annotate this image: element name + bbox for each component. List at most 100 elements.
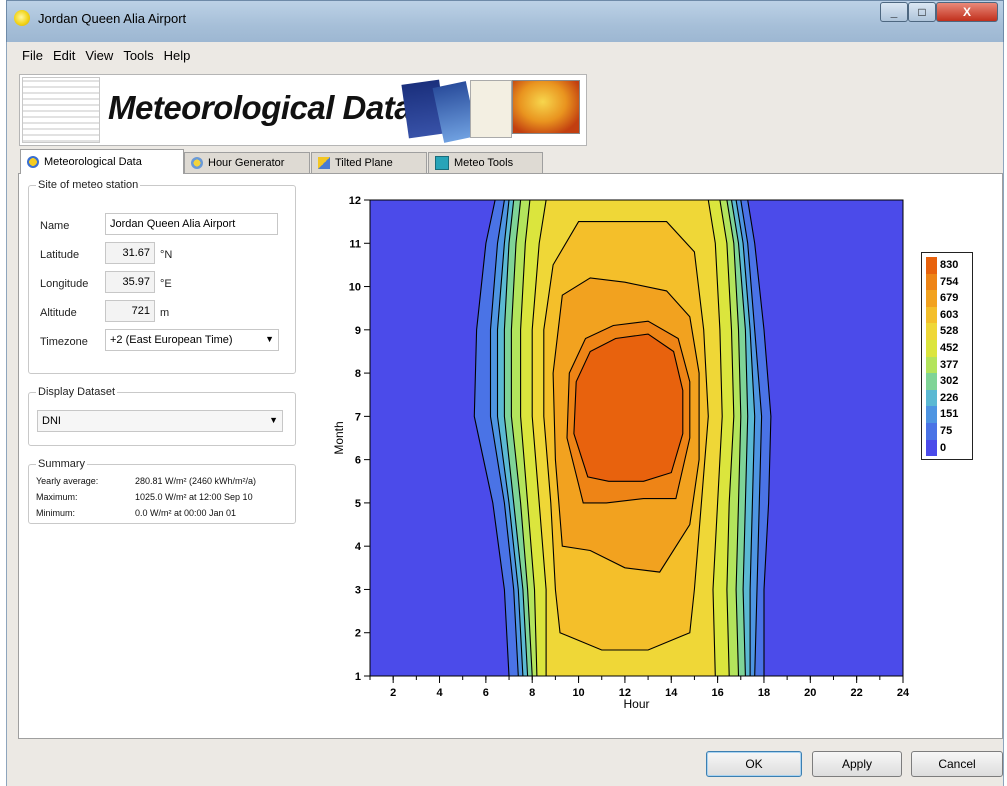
name-label: Name <box>40 220 70 232</box>
x-tick-label: 24 <box>897 687 910 699</box>
summary-label-minimum: Minimum: <box>36 508 76 518</box>
site-group-label: Site of meteo station <box>36 179 141 191</box>
legend-swatch <box>926 373 937 390</box>
legend-swatch <box>926 340 937 357</box>
menu-help[interactable]: Help <box>163 47 191 63</box>
legend-swatch <box>926 423 937 440</box>
minimize-button[interactable]: _ <box>880 2 908 22</box>
title-bar <box>6 0 1004 42</box>
tab-tilted-plane[interactable]: Tilted Plane <box>311 152 427 173</box>
y-tick-label: 2 <box>355 628 361 640</box>
legend-label: 528 <box>940 325 959 338</box>
y-tick-label: 9 <box>355 325 361 337</box>
x-tick-label: 18 <box>758 687 770 699</box>
menu-view[interactable]: View <box>85 47 114 63</box>
legend-label: 302 <box>940 375 959 388</box>
app-sun-icon <box>14 10 30 26</box>
y-tick-label: 11 <box>349 238 361 250</box>
legend-label: 603 <box>940 308 959 321</box>
legend-swatch <box>926 406 937 423</box>
x-tick-label: 2 <box>390 687 396 699</box>
x-tick-label: 20 <box>804 687 816 699</box>
tab-hour-generator[interactable]: Hour Generator <box>184 152 310 173</box>
banner-photo-chart <box>470 80 512 138</box>
legend-label: 0 <box>940 441 947 454</box>
summary-value-maximum: 1025.0 W/m² at 12:00 Sep 10 <box>135 492 253 502</box>
timezone-label: Timezone <box>40 336 88 348</box>
altitude-unit: m <box>160 307 170 319</box>
contour-chart: 2 4 6 8 10 12 14 16 18 20 22 24123456789101112HourM… <box>332 195 910 711</box>
x-tick-label: 16 <box>711 687 723 699</box>
y-tick-label: 3 <box>355 584 361 596</box>
apply-button[interactable]: Apply <box>812 751 902 777</box>
summary-group-label: Summary <box>36 458 88 470</box>
tab-meteorological-data[interactable]: Meteorological Data <box>20 149 184 174</box>
clock-sun-icon <box>191 157 203 169</box>
legend-label: 75 <box>940 425 953 437</box>
tab-label: Hour Generator <box>208 157 285 169</box>
x-tick-label: 14 <box>665 687 678 699</box>
latitude-unit: °N <box>160 249 173 261</box>
menu-edit[interactable]: Edit <box>52 47 76 63</box>
x-tick-label: 10 <box>572 687 584 699</box>
legend-label: 830 <box>940 259 959 271</box>
longitude-label: Longitude <box>40 278 89 290</box>
y-tick-label: 1 <box>355 671 361 683</box>
altitude-label: Altitude <box>40 307 77 319</box>
tab-meteo-tools[interactable]: Meteo Tools <box>428 152 543 173</box>
y-tick-label: 5 <box>355 498 361 510</box>
y-tick-label: 8 <box>355 368 361 380</box>
legend-label: 377 <box>940 358 959 371</box>
toolbox-icon <box>435 156 449 170</box>
cancel-button[interactable]: Cancel <box>911 751 1003 777</box>
legend-swatch <box>926 323 937 340</box>
legend-swatch <box>926 389 937 407</box>
menu-bar: File Edit View Tools Help <box>7 44 1003 66</box>
chevron-down-icon: ▼ <box>269 415 278 425</box>
latitude-field[interactable]: 31.67 <box>105 242 155 264</box>
x-tick-label: 12 <box>619 687 631 699</box>
altitude-field[interactable]: 721 <box>105 300 155 322</box>
plot-frame <box>369 199 904 677</box>
window-title: Jordan Queen Alia Airport <box>38 11 187 26</box>
legend-swatch <box>926 273 937 291</box>
legend-label: 226 <box>940 391 959 404</box>
name-field[interactable]: Jordan Queen Alia Airport <box>105 213 278 235</box>
summary-value-average: 280.81 W/m² (2460 kWh/m²/a) <box>135 476 257 486</box>
longitude-field[interactable]: 35.97 <box>105 271 155 293</box>
tab-label: Meteorological Data <box>44 156 142 168</box>
y-tick-label: 12 <box>349 195 361 207</box>
legend-label: 754 <box>940 275 959 288</box>
x-tick-label: 22 <box>851 687 863 699</box>
tilted-plane-icon <box>318 157 330 169</box>
maximize-button[interactable]: □ <box>908 2 936 22</box>
legend-label: 452 <box>940 342 959 354</box>
banner-title: Meteorological Data <box>108 89 413 126</box>
plot-area-group <box>370 200 903 676</box>
legend-label: 151 <box>940 408 959 421</box>
close-button[interactable]: X <box>936 2 998 22</box>
summary-label-maximum: Maximum: <box>36 492 78 502</box>
y-axis-label: Month <box>332 421 346 454</box>
legend-swatch <box>926 356 937 374</box>
y-tick-label: 10 <box>349 282 361 294</box>
x-axis-label: Hour <box>623 697 649 711</box>
x-tick-label: 8 <box>529 687 535 699</box>
y-tick-label: 7 <box>355 411 361 423</box>
summary-group <box>28 464 296 524</box>
latitude-label: Latitude <box>40 249 80 261</box>
dataset-select[interactable]: DNI ▼ <box>37 410 283 432</box>
dataset-value: DNI <box>42 415 61 427</box>
menu-tools[interactable]: Tools <box>123 47 154 63</box>
site-group <box>28 185 296 374</box>
legend-swatch <box>926 306 937 324</box>
ok-button[interactable]: OK <box>706 751 802 777</box>
contour-band-754 <box>573 333 684 482</box>
timezone-select[interactable]: +2 (East European Time) ▼ <box>105 329 279 351</box>
menu-file[interactable]: File <box>22 47 43 63</box>
tab-label: Meteo Tools <box>454 157 514 169</box>
legend-swatch <box>926 257 937 274</box>
display-group <box>28 392 296 446</box>
legend-swatch <box>926 290 937 307</box>
sun-cloud-icon <box>27 156 39 168</box>
